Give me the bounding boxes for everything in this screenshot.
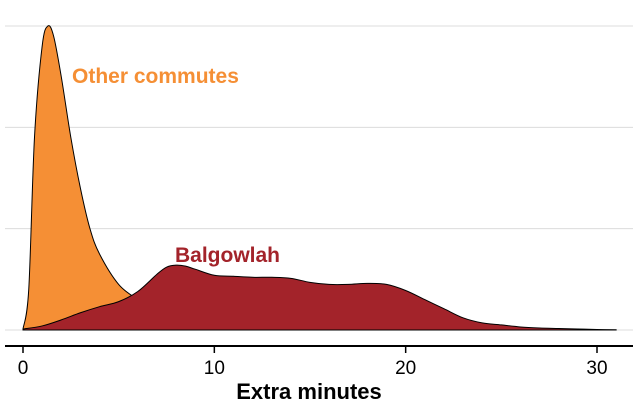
x-axis-title: Extra minutes	[236, 379, 382, 404]
x-tick-label: 10	[204, 358, 225, 379]
x-tick-label: 30	[586, 358, 607, 379]
density-areas	[22, 25, 617, 331]
series-label-balgowlah: Balgowlah	[175, 244, 280, 267]
x-tick-label: 20	[395, 358, 416, 379]
x-axis-ticks: 0 10 20 30	[18, 346, 608, 379]
x-tick-label: 0	[18, 358, 29, 379]
series-label-other-commutes: Other commutes	[72, 65, 239, 88]
density-area-balgowlah	[22, 264, 617, 331]
